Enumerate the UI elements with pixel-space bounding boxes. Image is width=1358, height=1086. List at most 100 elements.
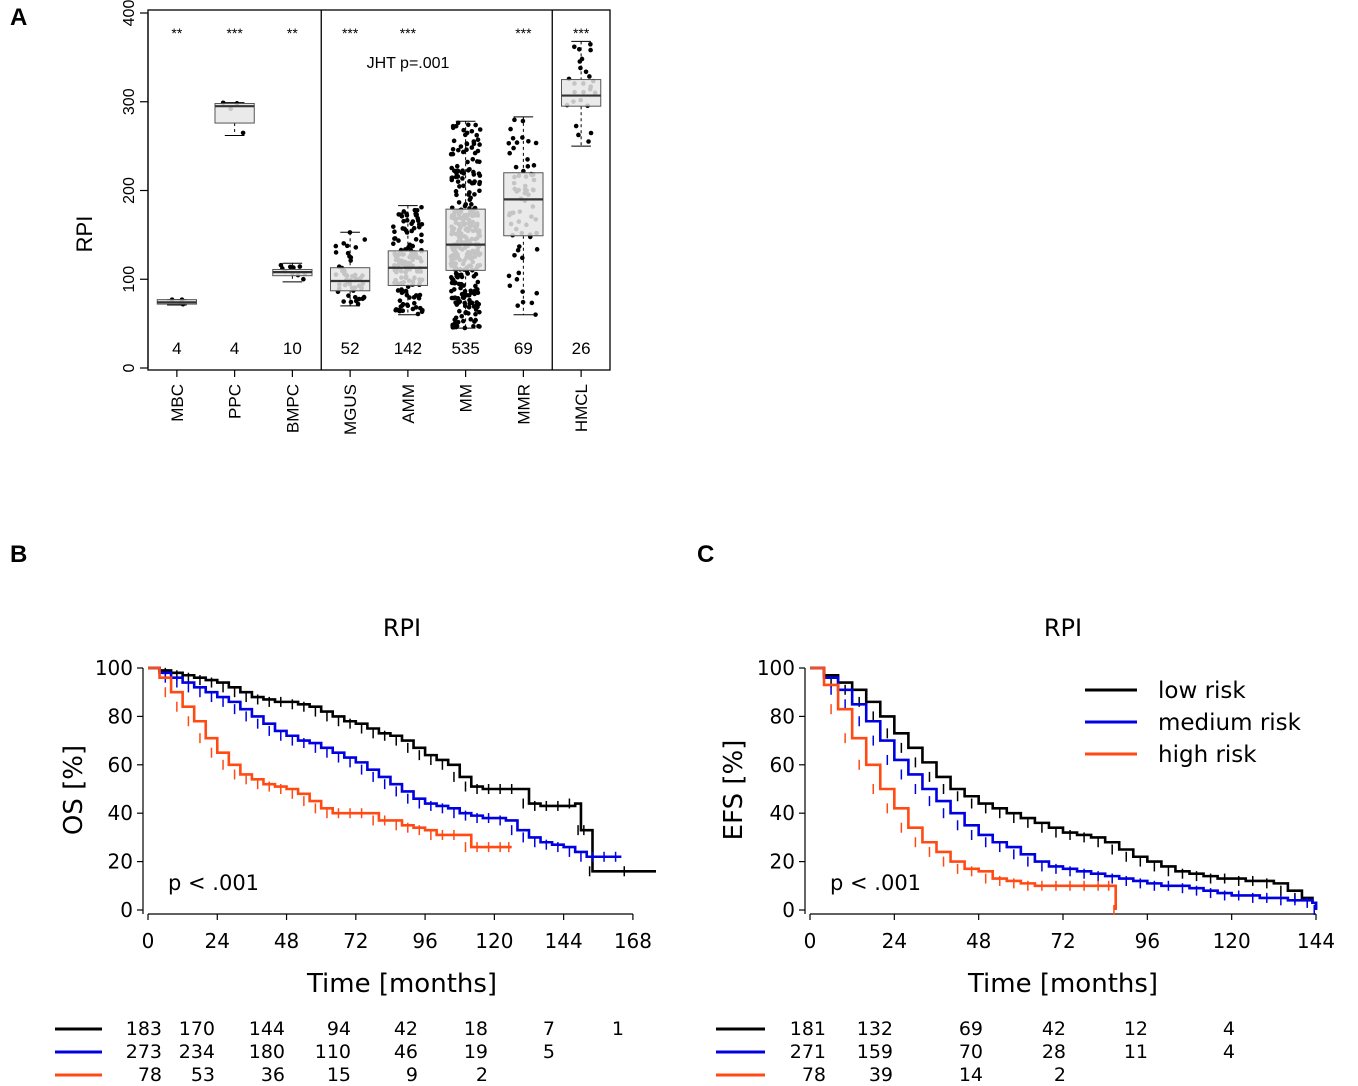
data-point [419, 232, 424, 238]
data-point [477, 179, 483, 185]
data-point [477, 188, 482, 194]
risk-table-count: 271 [790, 1041, 826, 1063]
legend-label: low risk [1158, 678, 1246, 704]
data-point [465, 271, 471, 276]
box [445, 208, 486, 271]
risk-table-count: 183 [126, 1018, 162, 1040]
data-point [361, 294, 367, 300]
efs-km-panel: RPI EFS [%] Time [months] p < .001 02040… [716, 614, 1335, 1086]
data-point [333, 250, 339, 255]
group-count: 4 [230, 339, 239, 358]
y-tick-label: 100 [121, 266, 138, 293]
group-count: 4 [172, 339, 181, 358]
data-point [453, 174, 459, 180]
data-point [512, 117, 517, 123]
data-point [517, 244, 522, 249]
data-point [396, 238, 401, 243]
x-tick-label: MMR [514, 384, 533, 425]
risk-table-count: 78 [138, 1064, 162, 1086]
risk-table-count: 7 [543, 1018, 555, 1040]
data-point [468, 317, 474, 322]
data-point [469, 290, 474, 295]
data-point [455, 179, 461, 184]
risk-table-count: 2 [1054, 1064, 1066, 1086]
data-point [473, 283, 478, 289]
data-point [333, 243, 339, 249]
data-point [474, 300, 480, 305]
x-tick-label: MBC [168, 384, 187, 422]
data-point [464, 292, 469, 298]
group-count: 535 [451, 339, 479, 358]
data-point [578, 65, 583, 71]
data-point [278, 262, 284, 268]
data-point [400, 308, 406, 314]
panel-letter-b: B [10, 541, 27, 568]
data-point [458, 144, 464, 149]
panel-letter-a: A [10, 4, 27, 31]
x-tick-label: BMPC [283, 384, 302, 433]
risk-table-count: 159 [857, 1041, 893, 1063]
data-point [473, 271, 479, 277]
data-point [353, 245, 359, 250]
legend-label: medium risk [1158, 710, 1302, 736]
data-point [576, 46, 582, 52]
data-point [511, 145, 516, 151]
risk-table-count: 4 [1223, 1018, 1235, 1040]
data-point [460, 149, 466, 155]
x-tick-label: 24 [882, 929, 907, 953]
x-tick-label: 0 [142, 929, 155, 953]
data-point [515, 247, 521, 253]
data-point [473, 317, 478, 323]
risk-table-count: 14 [959, 1064, 983, 1086]
data-point [531, 163, 537, 168]
risk-table-count: 180 [249, 1041, 285, 1063]
survival-curve-medium-risk [810, 666, 1318, 910]
p-value: p < .001 [830, 871, 921, 895]
y-tick-label: 400 [121, 0, 138, 26]
data-point [455, 168, 461, 174]
x-tick-label: HMCL [572, 384, 591, 432]
risk-table-count: 94 [327, 1018, 351, 1040]
data-point [513, 164, 519, 170]
data-point [346, 293, 351, 298]
data-point [341, 241, 347, 246]
data-point [514, 277, 520, 282]
data-point [520, 118, 526, 124]
y-tick-label: 80 [770, 704, 795, 728]
y-tick-label: 20 [770, 850, 795, 874]
data-point [464, 147, 469, 153]
x-tick-label: 120 [1213, 929, 1251, 953]
test-annotation: JHT p=.001 [367, 55, 450, 72]
legend-label: high risk [1158, 742, 1257, 768]
data-point [456, 300, 462, 305]
risk-table-count: 42 [1042, 1018, 1066, 1040]
data-point [471, 139, 477, 144]
risk-table-count: 69 [959, 1018, 983, 1040]
data-point [291, 265, 296, 270]
chart-title: RPI [383, 614, 421, 642]
data-point [397, 298, 403, 303]
data-point [413, 237, 419, 242]
data-point [583, 69, 589, 75]
data-point [462, 203, 468, 209]
data-point [416, 222, 422, 227]
data-point [399, 213, 405, 219]
data-point [461, 283, 466, 288]
data-point [413, 293, 419, 298]
x-tick-label: MM [457, 384, 476, 412]
risk-table-count: 39 [869, 1064, 893, 1086]
chart-title: RPI [1044, 614, 1082, 642]
x-tick-label: 72 [343, 929, 368, 953]
risk-table-count: 42 [394, 1018, 418, 1040]
y-axis-label: OS [%] [59, 745, 89, 835]
panel-letter-c: C [697, 541, 714, 568]
data-point [473, 311, 478, 317]
risk-table-count: 170 [179, 1018, 215, 1040]
box [560, 79, 602, 107]
y-tick-label: 300 [121, 88, 138, 115]
y-tick-label: 60 [770, 753, 795, 777]
data-point [533, 140, 539, 146]
group-count: 26 [572, 339, 591, 358]
data-point [456, 200, 462, 205]
